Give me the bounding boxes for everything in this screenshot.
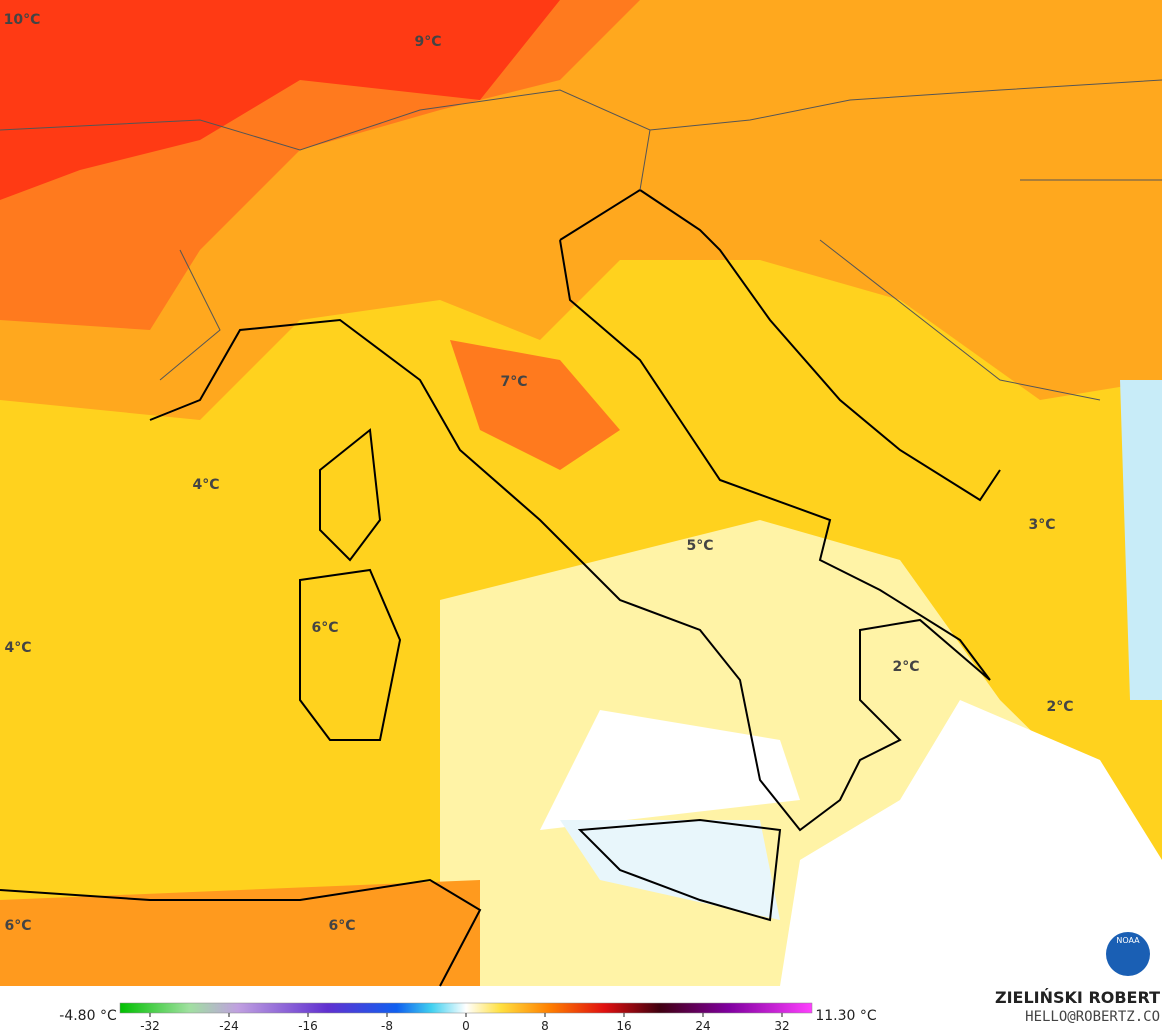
italy-coast <box>149 188 1001 832</box>
author: ZIELIŃSKI ROBERT <box>995 988 1160 1007</box>
colorbar-tick-label: -32 <box>140 1019 160 1033</box>
temperature-label: 2°C <box>1046 699 1073 715</box>
colorbar-tick-label: -24 <box>219 1019 239 1033</box>
colorbar-tick-label: 0 <box>462 1019 470 1033</box>
islands-coast <box>0 428 782 987</box>
colorbar-tick-label: -16 <box>298 1019 318 1033</box>
contact: HELLO@ROBERTZ.CO <box>1025 1009 1160 1025</box>
cold-zone <box>540 700 1162 986</box>
colorbar-min: -4.80 °C <box>59 1008 117 1024</box>
colorbar-tick-label: 32 <box>774 1019 789 1033</box>
logo-circle <box>1106 932 1150 976</box>
temperature-label: 6°C <box>328 918 355 934</box>
logo-text: NOAA <box>1116 936 1140 945</box>
hot-central-italy <box>450 340 620 470</box>
temperature-label: 4°C <box>4 640 31 656</box>
temperature-label: 7°C <box>500 374 527 390</box>
noaa-logo: NOAA <box>1106 932 1150 976</box>
colorbar-tick-label: 8 <box>541 1019 549 1033</box>
colorbar-tick-label: -8 <box>381 1019 393 1033</box>
map-labels: 10°C 9°C 7°C 4°C 5°C 3°C 6°C 2°C 4°C 2°C 6°C 6°C <box>4 12 1074 934</box>
map <box>0 0 1162 987</box>
temperature-label: 6°C <box>4 918 31 934</box>
sicily-cold <box>560 820 780 920</box>
warm-africa <box>0 880 480 986</box>
temperature-label: 3°C <box>1028 517 1055 533</box>
colorbar <box>119 1002 813 1014</box>
temperature-label: 4°C <box>192 477 219 493</box>
hottest-zone <box>0 0 560 200</box>
temperature-label: 9°C <box>414 34 441 50</box>
cold-balkans <box>1120 380 1162 700</box>
colorbar-max: 11.30 °C <box>815 1008 877 1024</box>
colorbar-tick-label: 24 <box>695 1019 710 1033</box>
temperature-label: 6°C <box>311 620 338 636</box>
colorbar-tick-label: 16 <box>616 1019 631 1033</box>
borders <box>0 79 1162 401</box>
temperature-label: 10°C <box>4 12 41 28</box>
temperature-label: 2°C <box>892 659 919 675</box>
temperature-label: 5°C <box>686 538 713 554</box>
